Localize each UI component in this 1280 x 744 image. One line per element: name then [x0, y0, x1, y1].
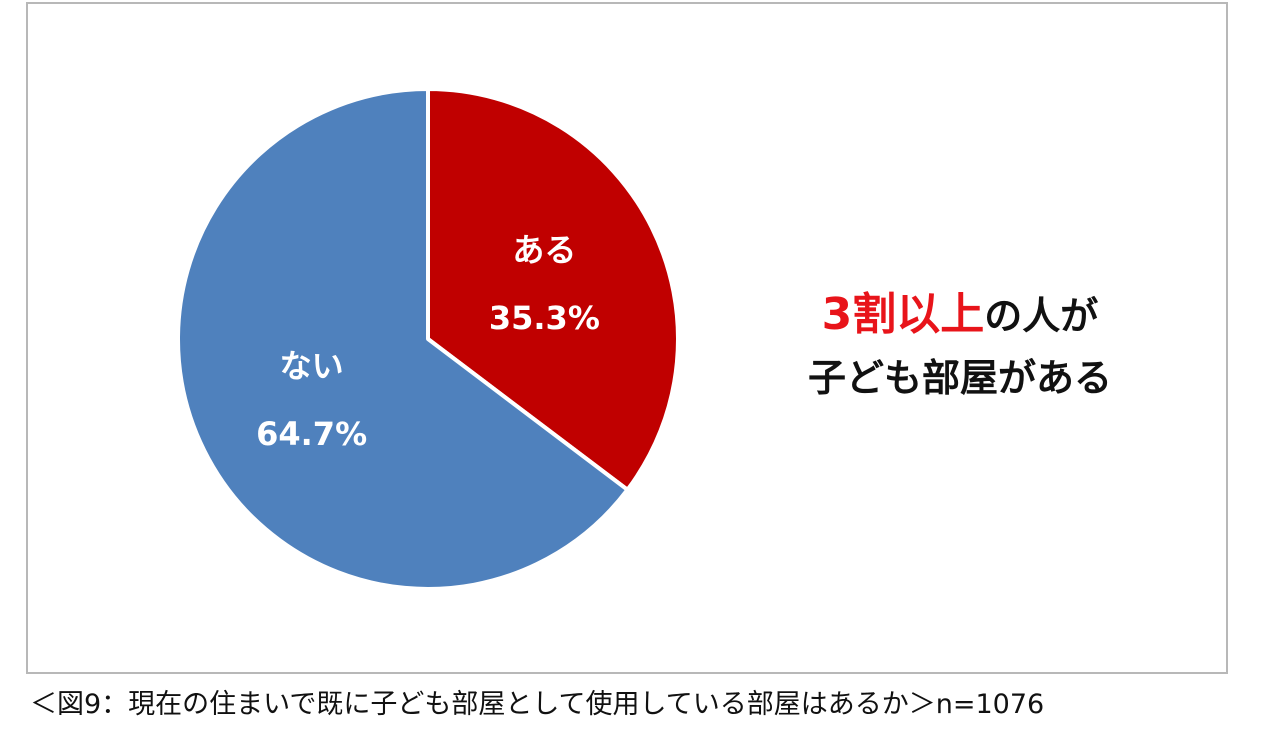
headline-line-1: 3割以上の人が — [760, 284, 1160, 347]
slice-value-label-0: 35.3% — [489, 299, 600, 337]
headline: 3割以上の人が 子ども部屋がある — [760, 284, 1160, 409]
slice-value-label-1: 64.7% — [256, 415, 367, 453]
headline-line-1-rest: の人が — [984, 294, 1099, 338]
headline-line-2: 子ども部屋がある — [807, 356, 1112, 400]
pie-slice-0 — [426, 87, 680, 492]
figure-caption: ＜図9：現在の住まいで既に子ども部屋として使用している部屋はあるか＞n=1076 — [30, 689, 1045, 720]
headline-highlight: 3割以上 — [821, 289, 985, 340]
slice-category-label-1: ない — [280, 347, 344, 385]
slice-category-label-0: ある — [512, 231, 576, 269]
pie-slice-1 — [176, 87, 630, 591]
